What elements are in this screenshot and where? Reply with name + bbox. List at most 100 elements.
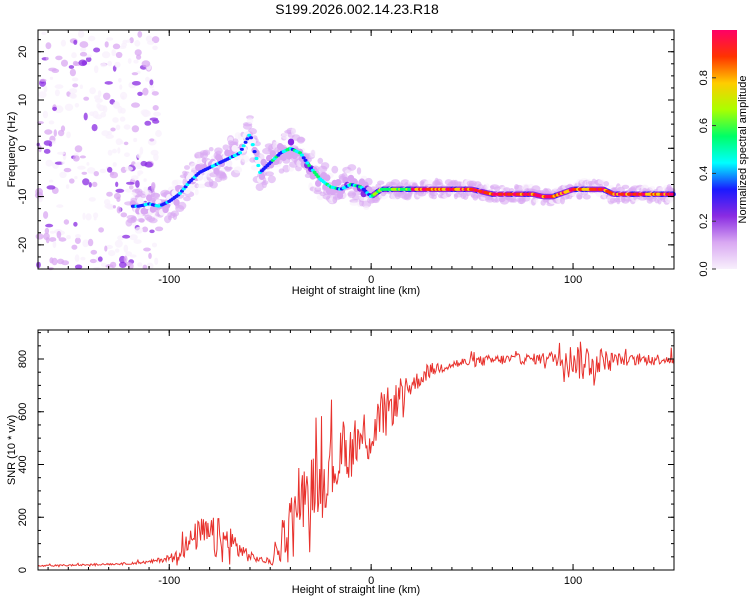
- noise-speckle: [60, 39, 66, 47]
- noise-speckle: [154, 257, 159, 265]
- noise-speckle: [104, 203, 113, 209]
- ridge-core: [238, 151, 243, 155]
- noise-speckle: [74, 237, 81, 244]
- noise-speckle: [69, 92, 76, 99]
- ridge-outer: [137, 197, 144, 205]
- noise-speckle: [88, 197, 96, 202]
- noise-speckle: [144, 120, 152, 126]
- noise-speckle: [55, 55, 63, 61]
- noise-speckle: [135, 180, 140, 188]
- spectrogram-y-tick-label: 20: [17, 46, 29, 58]
- noise-speckle: [148, 252, 152, 259]
- snr-x-tick-label: -100: [158, 575, 180, 587]
- noise-speckle: [123, 244, 129, 253]
- noise-speckle: [93, 65, 99, 74]
- ridge-core: [307, 164, 312, 168]
- noise-speckle: [60, 125, 66, 132]
- snr-panel: -100 0 100 0 200 400 600 800 Height of straigh…: [6, 329, 675, 596]
- noise-speckle: [35, 233, 44, 240]
- noise-speckle: [83, 96, 90, 101]
- ridge-halo: [208, 147, 214, 152]
- noise-speckle: [153, 111, 162, 117]
- noise-speckle: [71, 244, 78, 250]
- ridge-halo: [170, 210, 179, 217]
- noise-speckle: [107, 149, 113, 156]
- ridge-halo: [259, 153, 265, 160]
- noise-speckle: [64, 103, 74, 112]
- ridge-outer: [266, 154, 273, 162]
- ridge-halo: [603, 181, 610, 187]
- noise-speckle: [85, 56, 92, 63]
- ridge-halo: [194, 188, 199, 196]
- noise-speckle: [134, 40, 141, 47]
- snr-y-tick-label: 600: [17, 403, 29, 421]
- noise-speckle: [56, 230, 62, 239]
- ridge-core: [241, 144, 246, 148]
- noise-speckle: [145, 35, 153, 43]
- noise-speckle: [79, 41, 89, 48]
- noise-speckle: [48, 67, 57, 72]
- noise-speckle: [141, 226, 149, 233]
- ridge-halo: [582, 194, 591, 200]
- noise-speckle: [45, 159, 53, 167]
- noise-speckle: [151, 36, 160, 44]
- ridge-core: [301, 156, 306, 160]
- noise-speckle: [112, 43, 121, 50]
- noise-speckle: [155, 129, 162, 138]
- noise-speckle: [122, 234, 131, 239]
- noise-speckle: [38, 195, 43, 203]
- noise-speckle: [97, 256, 103, 262]
- ridge-halo: [184, 165, 190, 170]
- noise-speckle: [88, 35, 96, 42]
- noise-speckle: [119, 84, 123, 90]
- ridge-outer: [286, 152, 293, 160]
- ridge-halo: [150, 183, 156, 191]
- noise-speckle: [150, 149, 159, 156]
- noise-speckle: [136, 153, 142, 159]
- ridge-core: [254, 156, 259, 161]
- noise-speckle: [137, 31, 143, 38]
- noise-speckle: [91, 124, 98, 132]
- snr-frame: [37, 329, 675, 571]
- snr-x-axis: -100 0 100: [47, 330, 675, 587]
- noise-speckle: [151, 242, 158, 248]
- noise-speckle: [133, 59, 139, 64]
- noise-speckle: [43, 211, 49, 219]
- noise-speckle: [136, 54, 142, 60]
- noise-speckle: [65, 184, 70, 189]
- noise-speckle: [105, 244, 113, 250]
- spectrogram-y-axis: -20 -10 0 10 20: [17, 39, 674, 270]
- spectrogram-y-tick-label: 10: [17, 94, 29, 106]
- ridge-core: [247, 133, 252, 137]
- noise-speckle: [54, 161, 64, 165]
- noise-speckle: [131, 102, 140, 108]
- noise-speckle: [100, 62, 107, 68]
- noise-speckle: [52, 106, 57, 111]
- ridge-halo: [267, 175, 276, 184]
- noise-speckle: [112, 101, 120, 109]
- noise-speckle: [143, 178, 147, 182]
- noise-speckle: [77, 30, 85, 38]
- noise-speckle: [56, 204, 64, 208]
- ridge-halo: [222, 144, 230, 151]
- noise-speckle: [68, 65, 75, 69]
- spectrogram-x-tick-label: -100: [158, 274, 180, 286]
- noise-speckle: [115, 124, 121, 131]
- noise-speckle: [86, 167, 96, 174]
- ridge-halo: [621, 184, 630, 190]
- noise-speckle: [149, 138, 155, 142]
- noise-speckle: [107, 60, 112, 67]
- ridge-halo: [521, 195, 531, 202]
- noise-speckle: [93, 212, 99, 219]
- noise-speckle: [93, 47, 101, 53]
- ridge-halo: [317, 157, 324, 164]
- ridge-halo: [503, 187, 511, 192]
- noise-speckle: [38, 145, 42, 153]
- noise-speckle: [49, 179, 54, 183]
- ridge-halo: [223, 166, 233, 171]
- noise-speckle: [145, 76, 150, 82]
- snr-y-tick-label: 0: [17, 567, 29, 573]
- noise-speckle: [139, 146, 144, 155]
- ridge-halo: [264, 171, 274, 177]
